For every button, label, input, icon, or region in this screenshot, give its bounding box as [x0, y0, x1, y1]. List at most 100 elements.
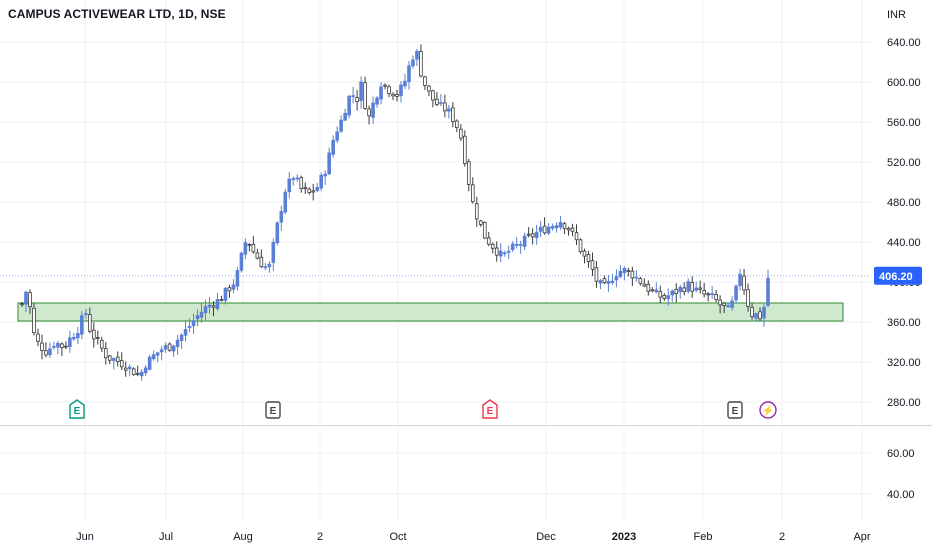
- candle-body-0: [20, 303, 24, 306]
- candle-body-12: [68, 337, 72, 347]
- candle-body-147: [606, 281, 611, 284]
- candle-body-166: [682, 287, 687, 293]
- candle-body-76: [323, 173, 327, 177]
- candle-body-91: [383, 84, 387, 87]
- y-tick-label-0: 640.00: [887, 37, 921, 49]
- y-tick-label-9: 280.00: [887, 397, 921, 409]
- candle-body-114: [474, 203, 479, 220]
- candle-body-50: [219, 298, 224, 301]
- candle-body-137: [566, 227, 571, 231]
- candle-body-143: [590, 260, 595, 270]
- event-label-1: E: [270, 406, 277, 417]
- candle-body-9: [56, 342, 60, 348]
- event-marker-3: [727, 401, 743, 419]
- candle-body-101: [423, 76, 427, 86]
- candle-body-1: [24, 291, 28, 305]
- candle-body-111: [463, 135, 467, 164]
- x-tick-label-5: Dec: [536, 531, 556, 543]
- candle-body-66: [283, 191, 288, 213]
- last-price-badge: [874, 266, 922, 285]
- x-tick-label-2: Aug: [233, 531, 253, 543]
- candle-body-77: [327, 152, 331, 175]
- candle-body-164: [674, 288, 679, 294]
- candle-body-83: [351, 95, 355, 97]
- candle-body-47: [207, 304, 212, 308]
- candle-body-142: [586, 254, 591, 263]
- candle-body-51: [223, 287, 228, 301]
- candle-body-29: [135, 372, 140, 375]
- candle-body-72: [307, 188, 312, 193]
- candle-body-185: [758, 311, 762, 320]
- x-tick-label-1: Jul: [159, 531, 173, 543]
- candle-body-182: [746, 289, 750, 307]
- candle-body-116: [482, 222, 487, 239]
- candle-body-108: [451, 107, 455, 122]
- candle-body-130: [538, 226, 543, 232]
- y-tick-label-3: 520.00: [887, 157, 921, 169]
- candle-body-38: [171, 345, 176, 352]
- candle-body-138: [570, 227, 575, 232]
- event-marker-1: [265, 401, 281, 419]
- candle-body-131: [542, 225, 547, 234]
- candle-body-102: [427, 85, 431, 92]
- candle-body-93: [391, 93, 395, 97]
- candle-body-27: [127, 366, 132, 370]
- candle-body-21: [103, 348, 108, 359]
- candle-body-104: [435, 98, 439, 105]
- y-tick-label-7: 360.00: [887, 317, 921, 329]
- candle-body-4: [36, 333, 40, 342]
- candle-body-174: [714, 294, 718, 301]
- candle-body-109: [455, 120, 459, 128]
- candle-body-25: [119, 360, 124, 368]
- lower-y-tick-label-0: 60.00: [887, 448, 915, 460]
- candle-body-158: [650, 289, 655, 292]
- candle-body-85: [359, 81, 363, 101]
- currency-label: INR: [887, 9, 906, 21]
- candle-body-155: [638, 278, 643, 284]
- candle-body-2: [28, 292, 32, 307]
- candle-body-157: [646, 283, 651, 292]
- candle-body-119: [494, 247, 499, 256]
- candle-body-153: [630, 270, 635, 279]
- candle-body-81: [343, 112, 347, 121]
- candle-body-8: [52, 345, 56, 348]
- candle-body-160: [658, 290, 663, 298]
- event-label-0: E: [74, 406, 81, 417]
- candle-body-78: [331, 139, 335, 155]
- candle-body-128: [530, 233, 535, 238]
- candle-body-132: [546, 226, 551, 234]
- candle-body-37: [167, 343, 172, 351]
- event-label-4: ⚡: [762, 404, 774, 417]
- candle-body-28: [131, 368, 136, 376]
- candle-body-113: [470, 184, 475, 203]
- candle-body-173: [710, 293, 714, 296]
- candle-body-48: [211, 305, 216, 308]
- candle-body-84: [355, 97, 359, 102]
- candle-body-64: [275, 222, 280, 244]
- candle-body-97: [407, 65, 411, 82]
- candle-body-140: [578, 239, 583, 253]
- candle-body-149: [614, 276, 619, 281]
- candle-body-139: [574, 232, 579, 241]
- candle-body-18: [92, 329, 96, 340]
- candle-body-145: [598, 280, 603, 284]
- candle-body-159: [654, 289, 659, 293]
- candle-body-57: [247, 244, 252, 246]
- candle-body-55: [239, 252, 244, 271]
- candle-body-99: [415, 50, 419, 60]
- candle-body-124: [514, 243, 519, 246]
- candle-body-24: [115, 356, 120, 363]
- candle-body-115: [478, 220, 483, 225]
- candle-body-3: [32, 307, 36, 334]
- candle-body-23: [111, 358, 116, 361]
- candle-body-74: [315, 187, 320, 191]
- candle-body-6: [44, 350, 48, 356]
- x-tick-label-6: 2023: [612, 531, 636, 543]
- candle-body-60: [259, 256, 264, 268]
- candle-body-103: [431, 90, 435, 101]
- candle-body-35: [159, 349, 164, 353]
- candle-body-126: [522, 235, 527, 247]
- candle-body-107: [447, 108, 451, 112]
- candle-body-42: [187, 325, 192, 329]
- candle-body-71: [303, 187, 308, 190]
